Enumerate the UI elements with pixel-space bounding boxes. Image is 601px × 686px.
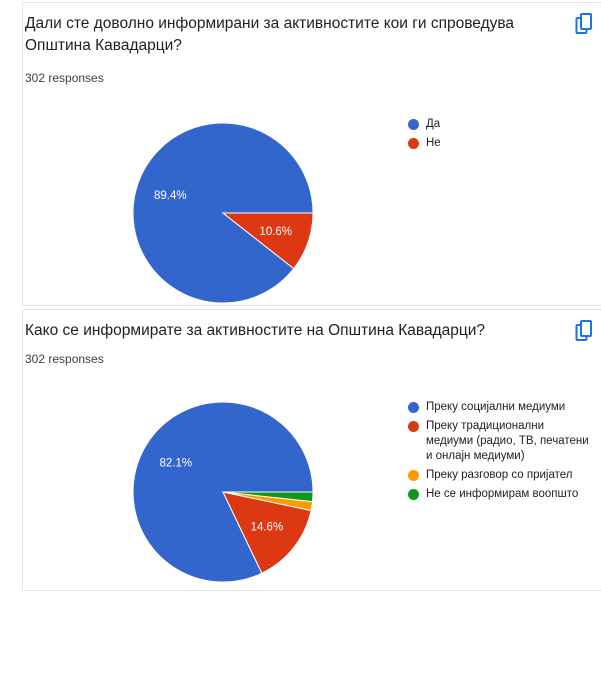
legend-label: Преку традиционални медиуми (радио, ТВ, … [426, 420, 589, 462]
slice-data-label: 14.6% [251, 521, 284, 533]
legend-swatch [408, 470, 419, 481]
legend-item[interactable]: Преку социјални медиуми [408, 400, 593, 415]
legend-label: Преку социјални медиуми [426, 401, 566, 413]
response-count: 302 responses [25, 352, 104, 366]
legend-item[interactable]: Преку традиционални медиуми (радио, ТВ, … [408, 419, 593, 464]
copy-chart-icon [575, 13, 592, 34]
pie-chart: 82.1% 14.6% [132, 401, 314, 583]
legend-label: Не [426, 137, 441, 149]
legend-item[interactable]: Не [408, 136, 593, 151]
question-title: Дали сте доволно информирани за активнос… [25, 15, 515, 54]
chart-legend: Да Не [408, 117, 593, 155]
legend-swatch [408, 421, 419, 432]
chart-legend: Преку социјални медиуми Преку традиционал… [408, 400, 593, 506]
pie-slice[interactable] [222, 491, 312, 574]
response-count: 302 responses [25, 71, 104, 85]
legend-swatch [408, 402, 419, 413]
question-title: Како се информирате за активностите на О… [25, 322, 486, 339]
legend-label: Преку разговор со пријател [426, 469, 573, 481]
slice-data-label: 82.1% [159, 457, 192, 469]
legend-label: Да [426, 118, 441, 130]
pie-chart: 89.4% 10.6% [132, 122, 314, 304]
slice-data-label: 10.6% [259, 226, 292, 238]
legend-swatch [408, 119, 419, 130]
legend-swatch [408, 489, 419, 500]
pie-slice[interactable] [222, 491, 314, 503]
legend-item[interactable]: Преку разговор со пријател [408, 468, 593, 483]
copy-chart-button[interactable] [575, 13, 593, 35]
pie-slice[interactable] [221, 212, 314, 270]
copy-chart-button[interactable] [575, 320, 593, 342]
legend-swatch [408, 138, 419, 149]
legend-item[interactable]: Да [408, 117, 593, 132]
slice-data-label: 89.4% [154, 190, 187, 202]
copy-chart-icon [575, 320, 592, 341]
question-card-2: Како се информирате за активностите на О… [22, 309, 601, 591]
legend-item[interactable]: Не се информирам воопшто [408, 487, 593, 502]
question-card-1: Дали сте доволно информирани за активнос… [22, 2, 601, 306]
legend-label: Не се информирам воопшто [426, 488, 579, 500]
